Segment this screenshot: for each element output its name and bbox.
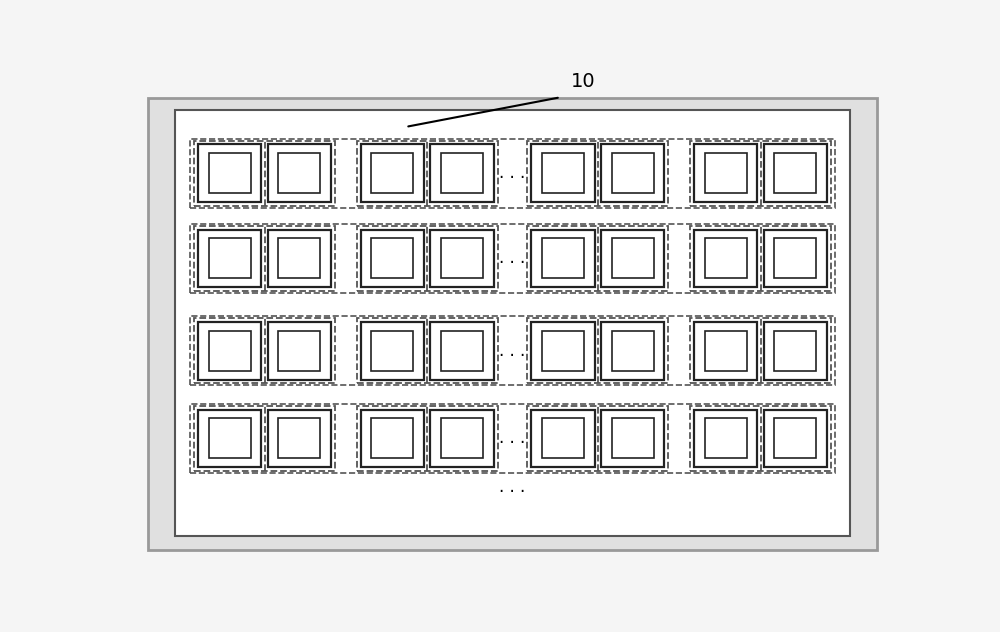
Bar — [361, 145, 424, 202]
Text: . . .: . . . — [499, 429, 526, 447]
Bar — [542, 331, 584, 371]
Bar — [527, 226, 668, 291]
Bar — [441, 153, 483, 193]
Bar — [612, 238, 654, 278]
Bar — [774, 238, 816, 278]
Bar — [690, 140, 831, 206]
Bar — [694, 410, 757, 467]
Bar — [527, 140, 668, 206]
Bar — [705, 153, 747, 193]
Text: . . .: . . . — [499, 250, 526, 267]
Bar — [441, 331, 483, 371]
Bar — [430, 229, 494, 287]
Bar — [371, 153, 413, 193]
Bar — [690, 318, 831, 384]
Bar — [278, 238, 320, 278]
Bar — [694, 322, 757, 379]
Bar — [542, 418, 584, 458]
Bar — [441, 238, 483, 278]
Bar — [371, 418, 413, 458]
Bar — [198, 410, 261, 467]
Bar — [774, 331, 816, 371]
Bar — [705, 331, 747, 371]
Text: . . .: . . . — [499, 478, 526, 495]
Bar — [190, 138, 835, 208]
Bar — [527, 318, 668, 384]
Bar — [430, 145, 494, 202]
Bar — [198, 229, 261, 287]
Bar — [190, 316, 835, 386]
Bar — [542, 238, 584, 278]
Bar — [531, 322, 595, 379]
Bar — [198, 145, 261, 202]
Bar — [268, 145, 331, 202]
Bar — [209, 418, 251, 458]
Bar — [278, 331, 320, 371]
Bar — [764, 410, 827, 467]
Bar — [694, 229, 757, 287]
Bar — [601, 145, 664, 202]
Bar — [690, 226, 831, 291]
Bar — [705, 238, 747, 278]
Bar — [612, 331, 654, 371]
Bar — [194, 318, 335, 384]
Bar — [361, 229, 424, 287]
Bar — [430, 410, 494, 467]
Bar — [430, 322, 494, 379]
Bar — [357, 140, 498, 206]
Bar — [542, 153, 584, 193]
Bar — [268, 229, 331, 287]
Bar — [601, 410, 664, 467]
Bar — [531, 229, 595, 287]
Bar — [198, 322, 261, 379]
Bar — [278, 418, 320, 458]
Bar — [612, 153, 654, 193]
Bar — [371, 238, 413, 278]
Bar — [268, 410, 331, 467]
Bar — [531, 145, 595, 202]
Bar — [268, 322, 331, 379]
Bar — [357, 406, 498, 471]
Bar — [361, 322, 424, 379]
Bar — [441, 418, 483, 458]
Bar — [361, 410, 424, 467]
Bar — [194, 140, 335, 206]
Bar — [774, 153, 816, 193]
Bar — [694, 145, 757, 202]
Text: . . .: . . . — [499, 342, 526, 360]
Bar — [612, 418, 654, 458]
Bar — [209, 238, 251, 278]
Bar — [190, 224, 835, 293]
Bar — [764, 145, 827, 202]
Text: 10: 10 — [571, 73, 595, 92]
Bar — [764, 322, 827, 379]
Bar — [357, 318, 498, 384]
Bar — [194, 406, 335, 471]
Bar — [705, 418, 747, 458]
Bar — [764, 229, 827, 287]
Bar — [209, 153, 251, 193]
Bar — [690, 406, 831, 471]
Text: . . .: . . . — [499, 164, 526, 182]
Bar — [601, 229, 664, 287]
Bar — [175, 110, 850, 536]
Bar — [601, 322, 664, 379]
Bar — [278, 153, 320, 193]
Bar — [194, 226, 335, 291]
Bar — [371, 331, 413, 371]
Bar — [527, 406, 668, 471]
Bar — [531, 410, 595, 467]
Bar — [774, 418, 816, 458]
Bar — [357, 226, 498, 291]
Bar — [209, 331, 251, 371]
Bar — [190, 404, 835, 473]
